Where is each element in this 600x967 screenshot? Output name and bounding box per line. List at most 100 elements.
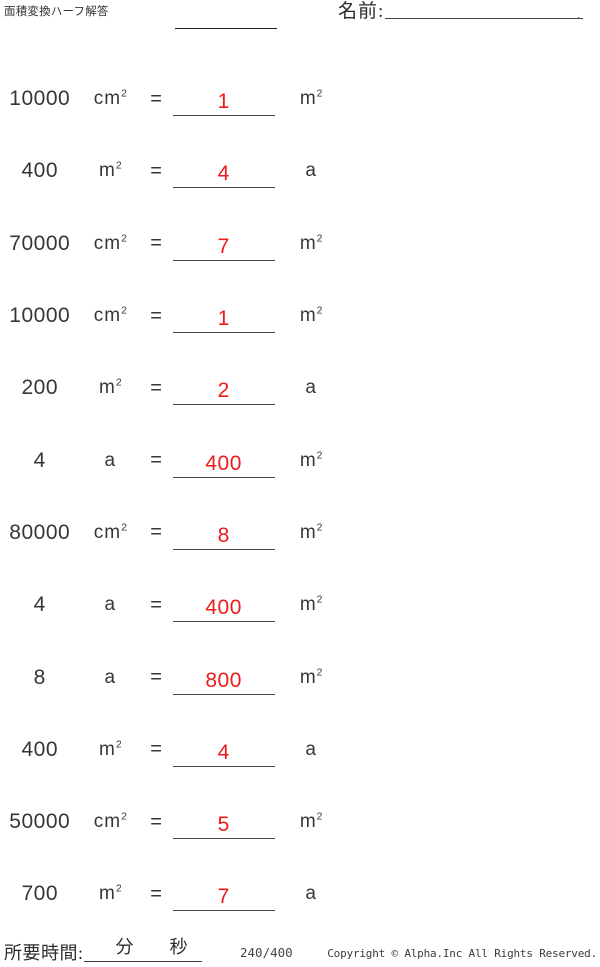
problem-target-unit: a [282, 377, 340, 399]
equals-sign: = [150, 304, 162, 327]
seconds-unit: 秒 [169, 937, 188, 957]
source-unit-text: cm2 [93, 88, 127, 110]
problem-source-unit: a [80, 594, 142, 616]
target-unit-text: m2 [299, 521, 323, 543]
source-unit-text: m2 [99, 883, 122, 905]
answer-blank[interactable]: 4 [172, 154, 276, 189]
target-unit-exponent: 2 [316, 88, 323, 100]
problem-target-unit: m2 [282, 594, 340, 616]
answer-value: 7 [217, 885, 230, 909]
equals-sign: = [150, 87, 162, 110]
problem-target-unit: a [282, 883, 340, 905]
name-field-group: 名前: . [338, 2, 584, 22]
equals-sign: = [150, 159, 162, 182]
problem-target-unit: m2 [282, 667, 340, 689]
problem-row: 4 a = 400 m2 [0, 569, 340, 641]
answer-blank-rule [172, 838, 275, 840]
answer-blank[interactable]: 400 [172, 444, 276, 478]
answer-blank-rule [172, 693, 275, 695]
answer-value: 8 [217, 523, 230, 547]
target-unit-text: m2 [299, 88, 323, 110]
page-title: 面積変換ハーフ解答 [4, 6, 109, 18]
source-unit-text: m2 [99, 377, 122, 399]
problem-row: 200 m2 = 2 a [0, 352, 340, 424]
problem-row: 400 m2 = 4 a [0, 714, 340, 786]
problem-target-unit: a [282, 160, 340, 182]
target-unit-text: m2 [299, 594, 323, 616]
answer-blank-rule [172, 765, 275, 767]
target-unit-text: m2 [299, 666, 323, 688]
answer-blank-rule [172, 115, 275, 117]
answer-value: 5 [217, 813, 230, 837]
source-unit-exponent: 2 [121, 233, 127, 245]
answer-value: 800 [205, 668, 242, 692]
elapsed-time-input-line[interactable]: 分 秒 [83, 937, 202, 962]
problem-row: 80000 cm2 = 8 m2 [0, 497, 340, 569]
problem-source-unit: cm2 [80, 88, 142, 110]
source-unit-text: a [104, 666, 117, 688]
target-unit-text: m2 [299, 305, 323, 327]
target-unit-exponent: 2 [316, 305, 323, 317]
problem-operand: 4 [33, 448, 46, 472]
worksheet-footer: 所要時間: 分 秒 240/400 Copyright © Alpha.Inc … [0, 935, 600, 963]
answer-blank[interactable]: 1 [172, 299, 276, 334]
answer-blank-rule [172, 259, 275, 261]
problem-row: 400 m2 = 4 a [0, 135, 340, 207]
source-unit-exponent: 2 [115, 161, 122, 173]
source-unit-exponent: 2 [121, 88, 127, 100]
answer-value: 2 [217, 379, 230, 403]
source-unit-text: m2 [99, 160, 122, 182]
source-unit-exponent: 2 [115, 739, 122, 751]
answer-blank-rule [172, 910, 275, 912]
problem-row: 10000 cm2 = 1 m2 [0, 280, 340, 352]
answer-blank[interactable]: 400 [172, 588, 276, 623]
problem-operand: 700 [21, 882, 59, 906]
problem-target-unit: m2 [282, 450, 340, 472]
equals-sign: = [150, 738, 162, 761]
target-unit-text: m2 [299, 232, 323, 254]
target-unit-text: a [305, 377, 317, 399]
answer-blank[interactable]: 1 [172, 82, 276, 117]
problem-operand: 8 [33, 665, 46, 689]
source-unit-text: m2 [99, 738, 122, 760]
problem-row: 4 a = 400 m2 [0, 424, 340, 496]
answer-blank[interactable]: 4 [172, 733, 276, 767]
answer-blank-rule [172, 621, 275, 623]
answer-blank[interactable]: 5 [172, 805, 276, 840]
problem-operand: 10000 [9, 87, 71, 111]
problem-operand: 70000 [9, 231, 71, 255]
problem-source-unit: cm2 [80, 811, 142, 833]
answer-blank-rule [172, 404, 275, 406]
problem-row: 50000 cm2 = 5 m2 [0, 786, 340, 858]
equals-sign: = [150, 521, 162, 544]
problem-row: 70000 cm2 = 7 m2 [0, 208, 340, 280]
answer-blank-rule [172, 187, 275, 189]
problem-source-unit: a [80, 667, 142, 689]
name-input-line[interactable] [385, 18, 584, 19]
problem-target-unit: m2 [282, 88, 340, 110]
target-unit-exponent: 2 [316, 811, 323, 823]
problem-row: 700 m2 = 7 a [0, 858, 340, 930]
answer-value: 400 [205, 451, 242, 475]
target-unit-text: a [305, 883, 317, 905]
worksheet-header: 面積変換ハーフ解答 名前: . [0, 0, 600, 46]
source-unit-text: a [104, 594, 117, 616]
source-unit-exponent: 2 [121, 522, 127, 534]
answer-value: 1 [217, 307, 230, 331]
answer-blank[interactable]: 8 [172, 516, 276, 550]
elapsed-time-label: 所要時間: [4, 943, 84, 963]
problem-source-unit: m2 [80, 883, 142, 905]
answer-blank-rule [172, 476, 275, 478]
answer-value: 1 [217, 90, 230, 114]
target-unit-exponent: 2 [316, 594, 323, 606]
source-unit-text: cm2 [93, 305, 127, 327]
equals-sign: = [150, 449, 162, 472]
answer-blank[interactable]: 7 [172, 227, 276, 261]
problem-target-unit: m2 [282, 305, 340, 327]
answer-blank[interactable]: 800 [172, 661, 276, 695]
answer-blank[interactable]: 7 [172, 877, 276, 912]
answer-blank[interactable]: 2 [172, 371, 276, 406]
equals-sign: = [150, 882, 162, 905]
answer-blank-rule [172, 548, 275, 550]
target-unit-exponent: 2 [316, 667, 323, 679]
